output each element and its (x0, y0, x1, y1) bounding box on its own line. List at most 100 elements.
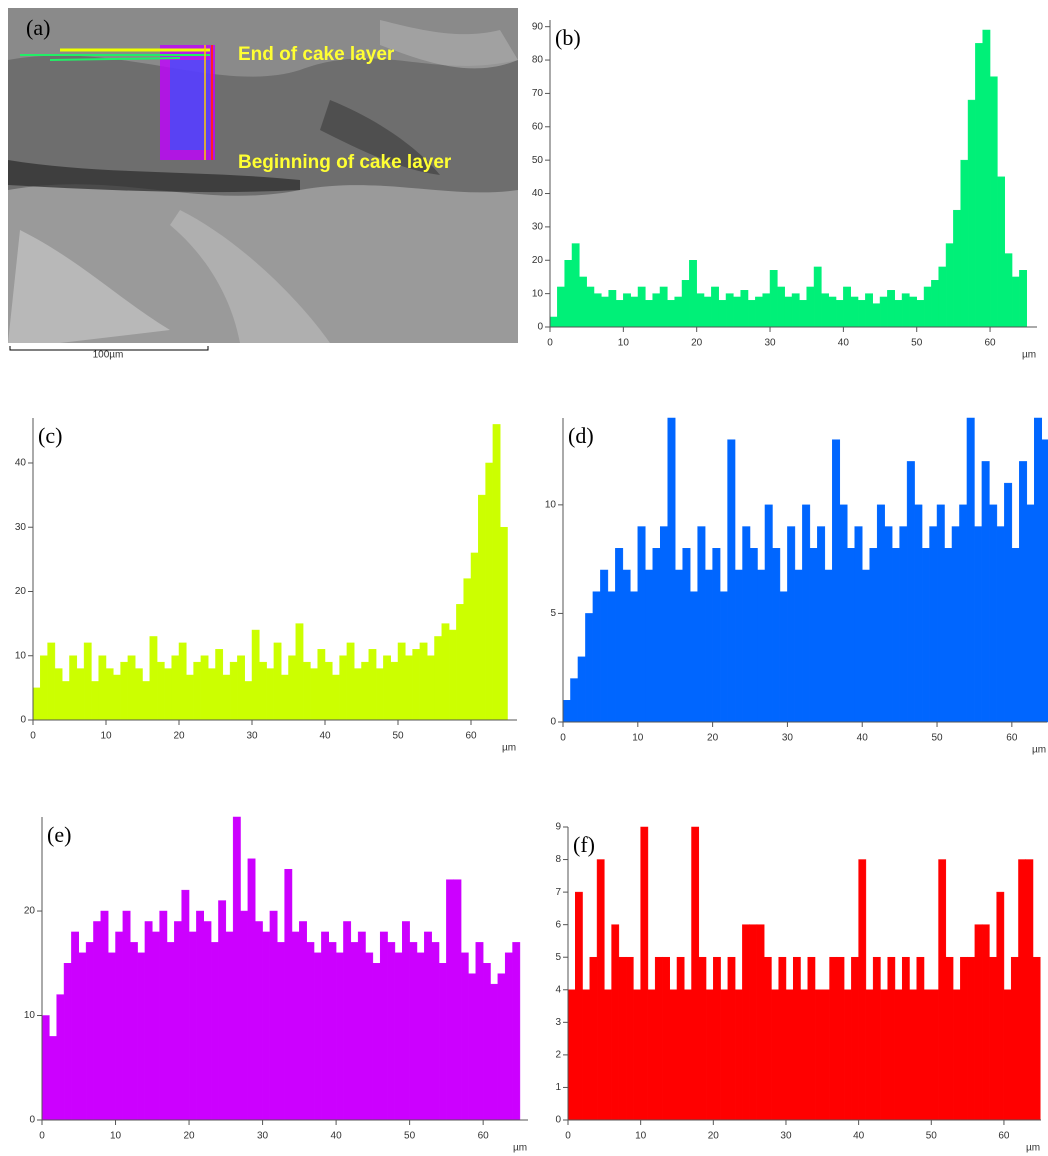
bar (645, 569, 654, 723)
bar (405, 655, 413, 721)
bar (821, 293, 829, 328)
x-tick-label: 30 (780, 1131, 792, 1142)
y-tick-label: 40 (15, 458, 27, 469)
bar (872, 956, 881, 1121)
bar (696, 293, 705, 328)
bar (178, 642, 187, 721)
x-tick-label: 0 (560, 733, 566, 744)
bar (659, 526, 668, 723)
x-tick-label: 50 (931, 733, 943, 744)
bar (571, 243, 580, 328)
y-tick-label: 0 (29, 1115, 35, 1126)
bar (61, 681, 70, 721)
bar (254, 921, 263, 1121)
bar (674, 296, 683, 328)
y-tick-label: 0 (20, 715, 26, 726)
bar (63, 963, 72, 1121)
bar (742, 924, 750, 1121)
bar (865, 293, 873, 328)
bar (120, 661, 129, 721)
chart: 0 5 10 0 10 20 30 40 50 60 µm (d) (545, 417, 1048, 756)
bar (916, 300, 925, 328)
bar (504, 952, 513, 1121)
bar (475, 942, 484, 1121)
bar (1019, 270, 1027, 328)
x-tick-label: 20 (707, 733, 719, 744)
bar (188, 931, 197, 1121)
bar (861, 569, 870, 723)
bar (460, 952, 469, 1121)
bar (100, 910, 109, 1121)
bar (703, 296, 712, 328)
y-tick-label: 3 (555, 1017, 561, 1028)
panel-label: (e) (47, 822, 71, 847)
y-tick-label: 10 (24, 1010, 36, 1021)
y-tick-label: 7 (555, 887, 561, 898)
bar (203, 921, 212, 1121)
bar (719, 591, 728, 723)
bar (792, 956, 801, 1121)
x-tick-label: 40 (857, 733, 869, 744)
bar (923, 286, 932, 328)
bar (361, 661, 370, 721)
bar (975, 43, 983, 328)
y-tick-label: 0 (537, 322, 543, 333)
bar (313, 952, 322, 1121)
bar (806, 286, 815, 328)
x-tick-label: 60 (1006, 733, 1018, 744)
bar (711, 286, 719, 328)
x-tick-label: 10 (100, 731, 112, 742)
bar (607, 591, 616, 723)
bar (166, 942, 175, 1121)
bar (674, 569, 683, 723)
bar (802, 504, 811, 723)
bar (909, 296, 917, 328)
y-tick-label: 0 (555, 1115, 561, 1126)
x-axis-label: µm (1022, 350, 1036, 361)
x-tick-label: 10 (635, 1131, 647, 1142)
bar (966, 417, 975, 723)
bar (353, 668, 362, 721)
bar (676, 956, 685, 1121)
y-tick-label: 90 (532, 21, 544, 32)
bar (824, 569, 833, 723)
bar (468, 973, 477, 1121)
bar (575, 891, 583, 1121)
bar (755, 296, 763, 328)
bar (412, 649, 421, 721)
bar (115, 931, 124, 1121)
y-tick-label: 0 (550, 717, 556, 728)
y-tick-label: 2 (555, 1050, 561, 1061)
bar (749, 548, 758, 723)
bar (667, 300, 675, 328)
bar (456, 604, 464, 721)
bar (71, 931, 80, 1121)
bar (936, 504, 945, 723)
bar (891, 548, 900, 723)
x-axis-label: µm (502, 743, 516, 754)
bar (368, 649, 377, 721)
bar (829, 956, 838, 1121)
bar (615, 300, 624, 328)
y-tick-label: 10 (545, 499, 557, 510)
bar (593, 293, 602, 328)
bar (704, 569, 713, 723)
bar (652, 293, 661, 328)
panel-label: (c) (38, 423, 62, 448)
bar (222, 674, 231, 721)
bar (843, 989, 852, 1121)
bar (771, 989, 779, 1121)
bar (901, 293, 910, 328)
bar (47, 642, 56, 721)
x-tick-label: 50 (926, 1131, 938, 1142)
bar (959, 504, 968, 723)
bar (306, 942, 315, 1121)
bar (835, 300, 844, 328)
bar (779, 591, 788, 723)
bar (637, 526, 646, 723)
bar (813, 266, 822, 328)
x-tick-label: 60 (998, 1131, 1010, 1142)
bar (843, 286, 851, 328)
bar (777, 286, 785, 328)
